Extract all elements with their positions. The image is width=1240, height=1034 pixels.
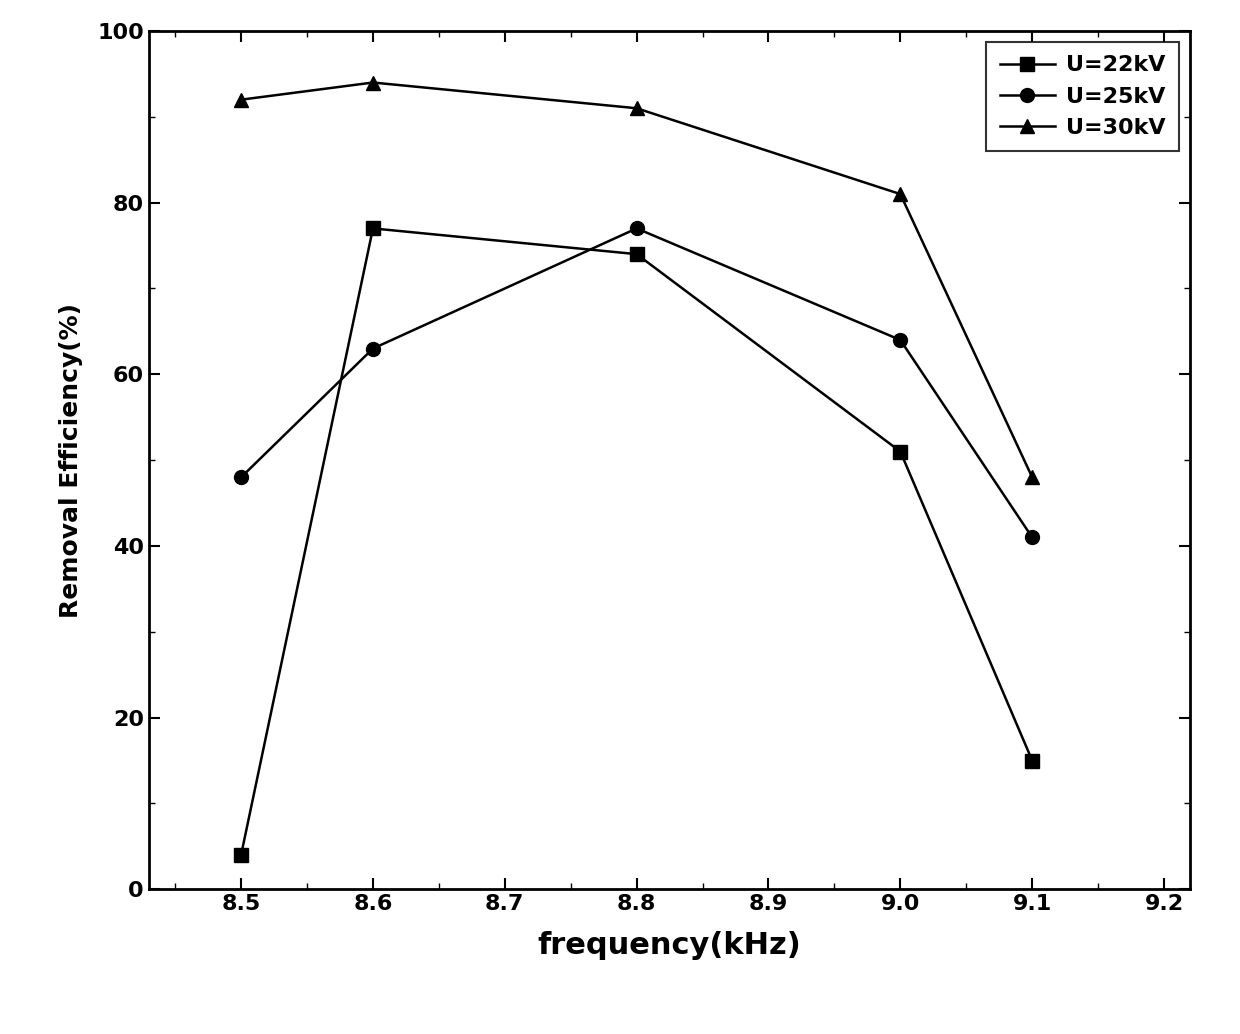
U=30kV	[629, 102, 644, 115]
U=30kV	[893, 188, 908, 201]
X-axis label: frequency(kHz): frequency(kHz)	[538, 931, 801, 960]
Y-axis label: Removal Efficiency(%): Removal Efficiency(%)	[60, 303, 83, 617]
U=30kV	[1024, 472, 1039, 484]
U=22kV	[893, 446, 908, 458]
Line: U=22kV: U=22kV	[234, 221, 1039, 862]
U=25kV	[1024, 531, 1039, 544]
Legend: U=22kV, U=25kV, U=30kV: U=22kV, U=25kV, U=30kV	[986, 42, 1179, 151]
U=25kV	[893, 334, 908, 346]
U=30kV	[233, 93, 248, 105]
U=25kV	[629, 222, 644, 235]
Line: U=30kV: U=30kV	[234, 75, 1039, 484]
U=22kV	[366, 222, 381, 235]
U=22kV	[233, 849, 248, 861]
U=30kV	[366, 77, 381, 89]
U=25kV	[366, 342, 381, 355]
Line: U=25kV: U=25kV	[234, 221, 1039, 544]
U=22kV	[1024, 754, 1039, 766]
U=25kV	[233, 472, 248, 484]
U=22kV	[629, 248, 644, 261]
